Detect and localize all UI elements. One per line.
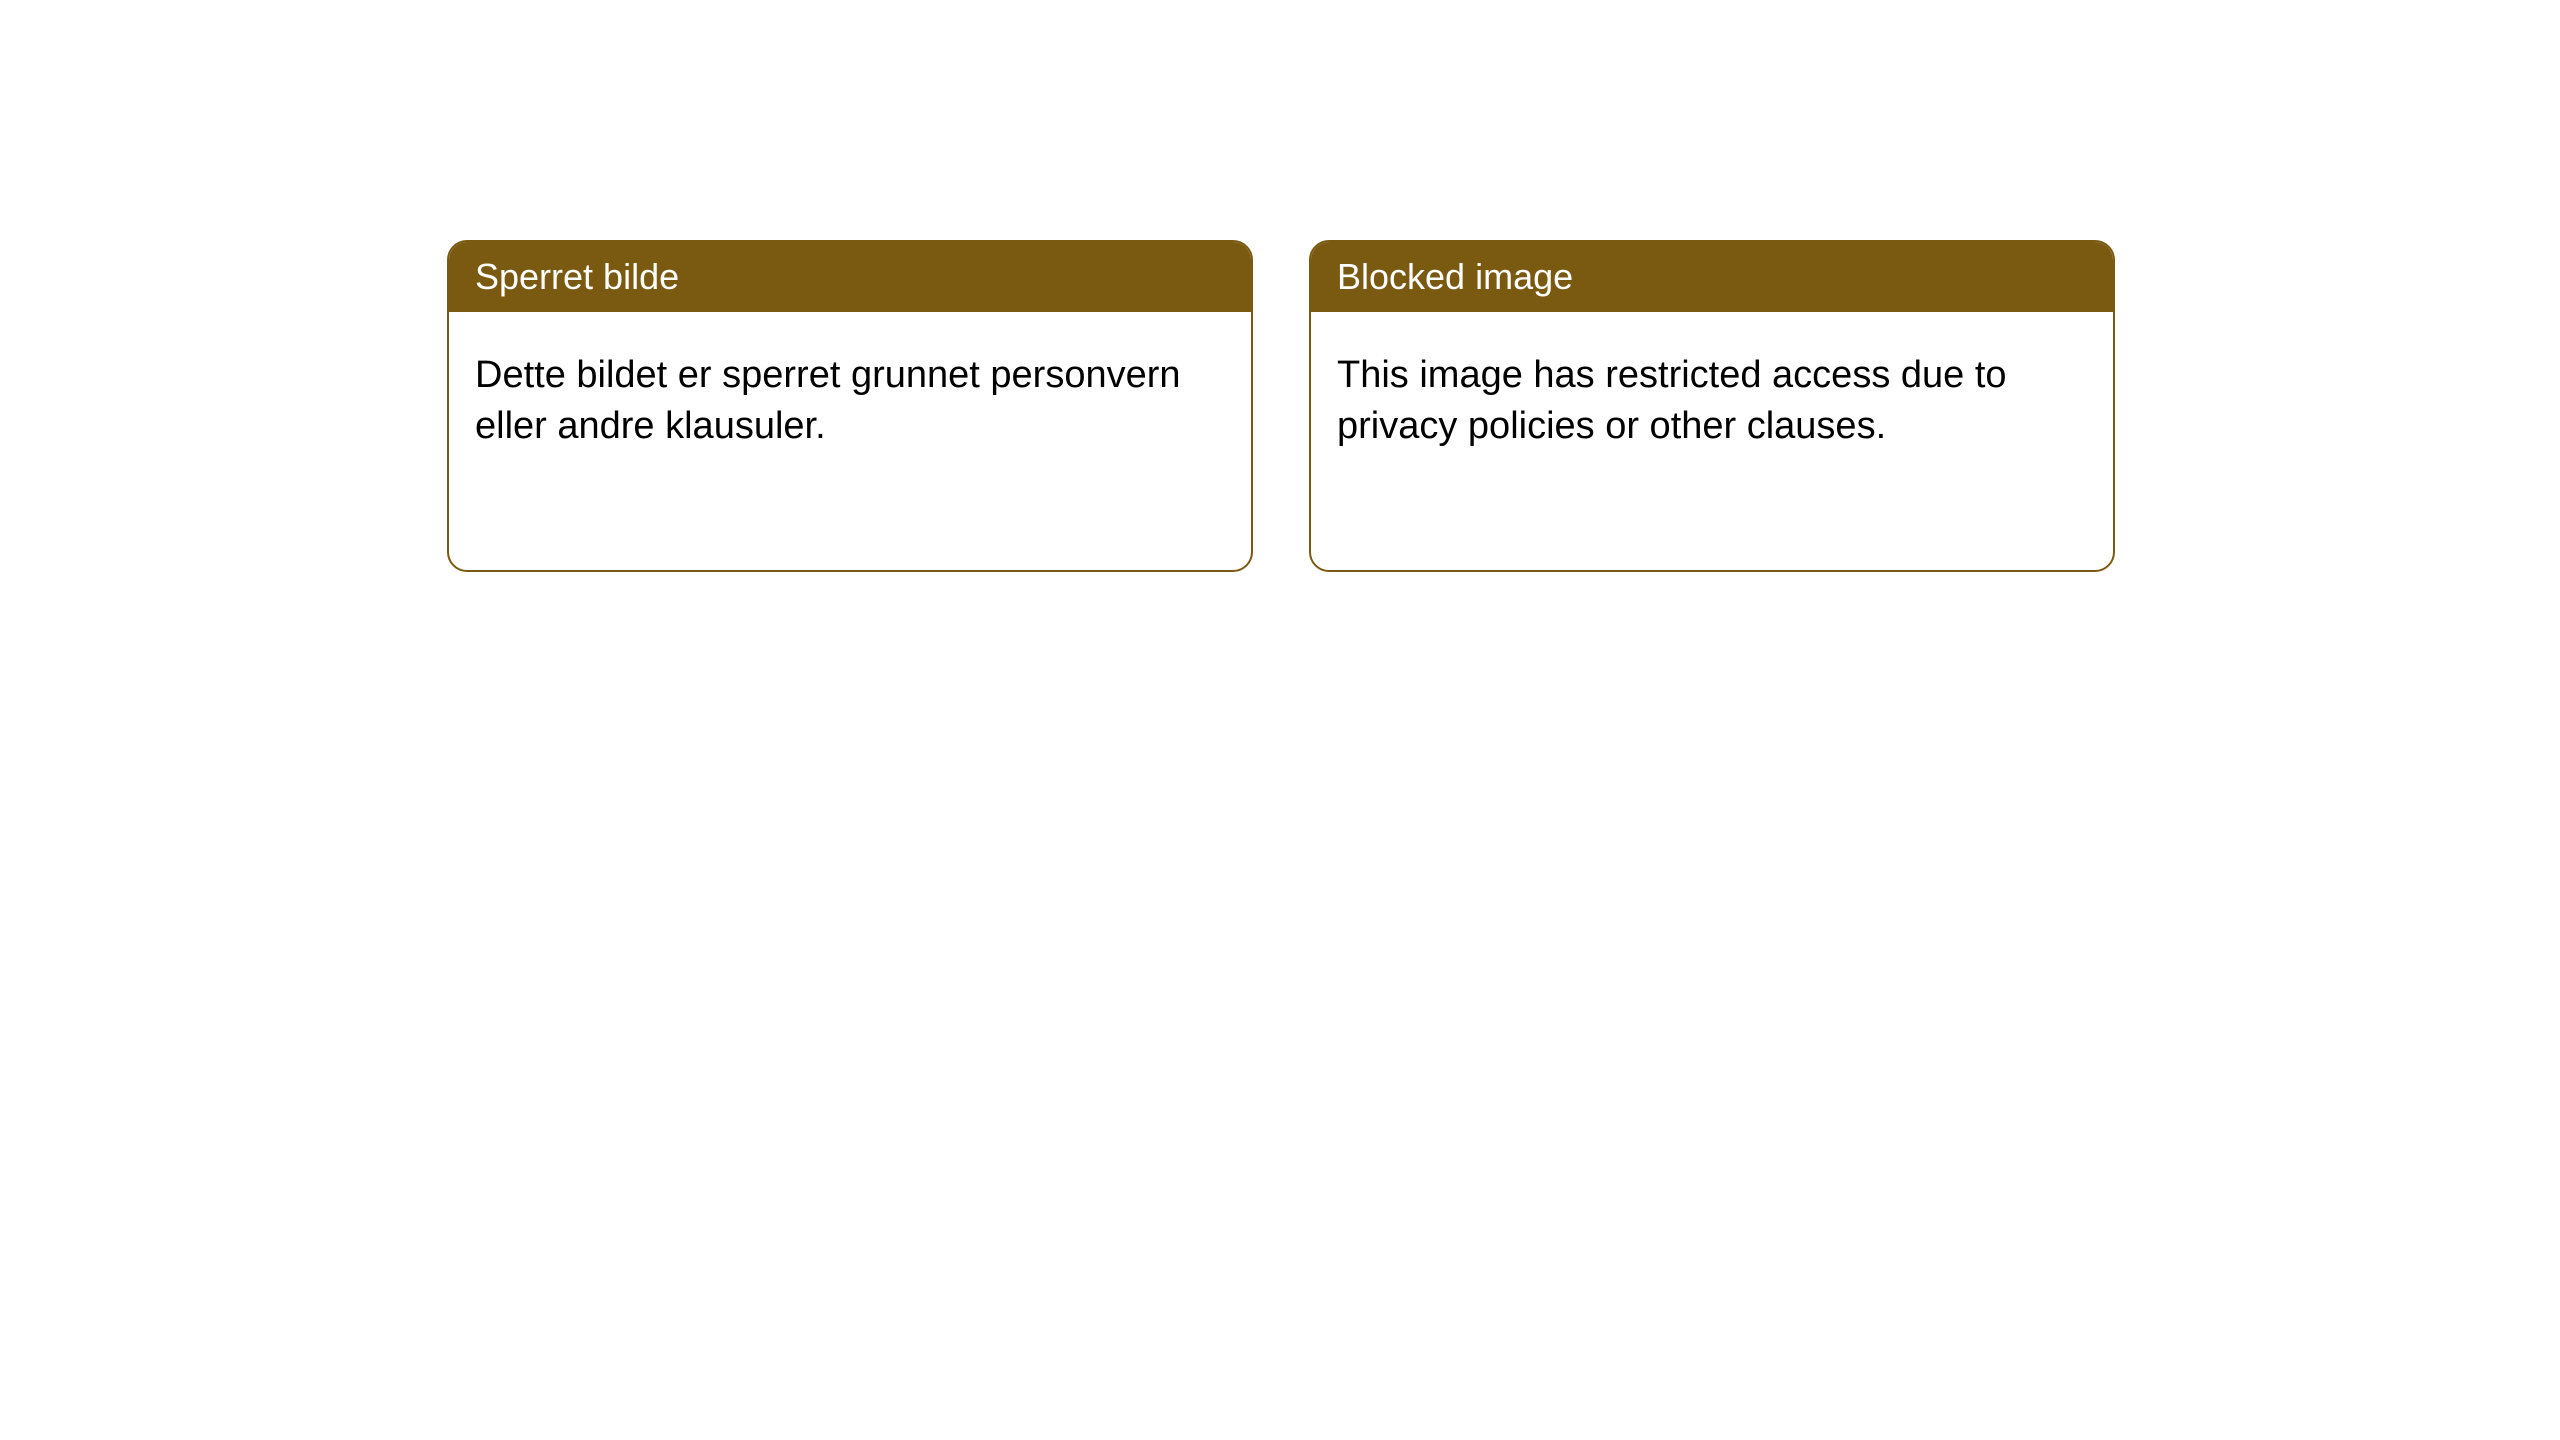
- notice-body-no: Dette bildet er sperret grunnet personve…: [449, 312, 1251, 491]
- notice-body-en: This image has restricted access due to …: [1311, 312, 2113, 491]
- notice-container: Sperret bilde Dette bildet er sperret gr…: [447, 240, 2115, 572]
- notice-card-en: Blocked image This image has restricted …: [1309, 240, 2115, 572]
- notice-title-en: Blocked image: [1311, 242, 2113, 312]
- notice-card-no: Sperret bilde Dette bildet er sperret gr…: [447, 240, 1253, 572]
- notice-title-no: Sperret bilde: [449, 242, 1251, 312]
